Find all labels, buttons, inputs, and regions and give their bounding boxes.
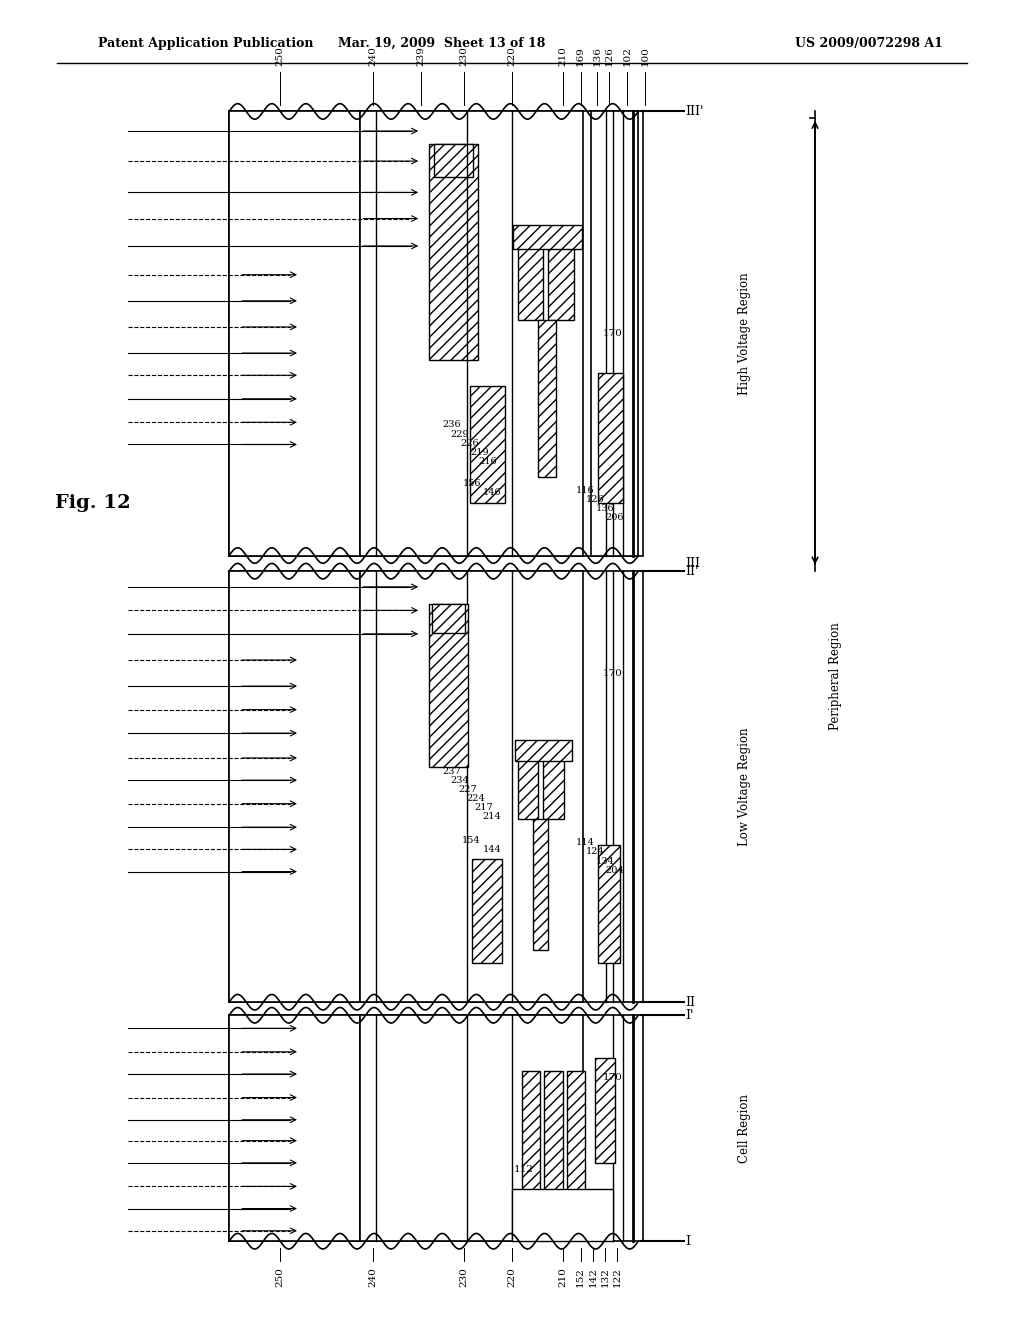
Text: 156: 156 <box>463 479 481 488</box>
Bar <box>544 754 563 820</box>
Text: II: II <box>686 995 695 1008</box>
Bar <box>229 572 360 1002</box>
Text: 169: 169 <box>577 46 585 66</box>
Text: 126: 126 <box>604 46 613 66</box>
Text: 230: 230 <box>459 46 468 66</box>
Text: 100: 100 <box>641 46 650 66</box>
Text: 170: 170 <box>603 1073 623 1082</box>
Text: 126: 126 <box>586 495 604 504</box>
Text: US 2009/0072298 A1: US 2009/0072298 A1 <box>795 37 943 50</box>
Text: 219: 219 <box>470 447 489 457</box>
Text: III': III' <box>686 104 705 117</box>
Text: 214: 214 <box>482 812 501 821</box>
Bar <box>429 144 477 359</box>
Text: 170: 170 <box>603 329 623 338</box>
Bar <box>360 111 583 556</box>
Bar <box>229 1015 360 1241</box>
Bar <box>229 572 643 1002</box>
Text: 217: 217 <box>474 803 494 812</box>
Text: 230: 230 <box>459 1267 468 1287</box>
Bar <box>522 1072 541 1203</box>
Text: 206: 206 <box>606 513 625 523</box>
Text: 216: 216 <box>478 457 497 466</box>
Text: 210: 210 <box>558 46 567 66</box>
Text: 170: 170 <box>603 668 623 677</box>
Bar <box>598 846 621 964</box>
Text: 220: 220 <box>508 1267 516 1287</box>
Text: Peripheral Region: Peripheral Region <box>828 623 842 730</box>
Text: II': II' <box>686 565 699 578</box>
Text: 144: 144 <box>482 845 501 854</box>
Text: 122: 122 <box>612 1267 622 1287</box>
Bar <box>515 739 571 760</box>
Bar <box>229 111 360 556</box>
Text: 124: 124 <box>586 847 604 857</box>
Bar <box>429 603 468 767</box>
Bar <box>360 1015 583 1241</box>
Text: 237: 237 <box>442 767 461 776</box>
Text: 142: 142 <box>589 1267 597 1287</box>
Bar <box>513 226 582 248</box>
Text: 224: 224 <box>466 793 485 803</box>
Text: 226: 226 <box>460 438 479 447</box>
Bar <box>512 1189 613 1241</box>
Bar <box>229 1015 643 1241</box>
Text: 154: 154 <box>462 836 481 845</box>
Bar <box>591 111 638 556</box>
Text: 112: 112 <box>514 1164 534 1173</box>
Text: 227: 227 <box>458 785 477 793</box>
Text: Patent Application Publication: Patent Application Publication <box>98 37 313 50</box>
Text: 240: 240 <box>368 46 377 66</box>
Text: 229: 229 <box>451 429 469 438</box>
Text: 234: 234 <box>451 776 469 784</box>
Text: 236: 236 <box>442 420 461 429</box>
Text: Low Voltage Region: Low Voltage Region <box>738 727 751 846</box>
Text: 210: 210 <box>558 1267 567 1287</box>
Text: Cell Region: Cell Region <box>738 1094 751 1163</box>
Text: III: III <box>686 557 700 570</box>
Bar <box>595 1059 615 1163</box>
Text: I': I' <box>686 1008 694 1022</box>
Text: 240: 240 <box>368 1267 377 1287</box>
Text: 102: 102 <box>623 46 632 66</box>
Text: High Voltage Region: High Voltage Region <box>738 272 751 395</box>
Bar <box>534 820 549 950</box>
Text: 239: 239 <box>417 46 426 66</box>
Text: Fig. 12: Fig. 12 <box>55 494 131 512</box>
Text: 220: 220 <box>508 46 516 66</box>
Text: 114: 114 <box>575 838 594 847</box>
Text: 136: 136 <box>596 504 614 513</box>
Text: Mar. 19, 2009  Sheet 13 of 18: Mar. 19, 2009 Sheet 13 of 18 <box>338 37 545 50</box>
Bar <box>229 111 643 556</box>
Bar <box>539 321 556 477</box>
Bar <box>432 603 465 632</box>
Text: 204: 204 <box>606 866 625 875</box>
Bar <box>434 144 473 177</box>
Bar <box>470 385 505 503</box>
Bar <box>360 572 583 1002</box>
Text: I: I <box>686 1234 691 1247</box>
Text: 116: 116 <box>575 486 594 495</box>
Bar <box>545 1072 562 1203</box>
Bar <box>518 242 544 321</box>
Bar <box>549 242 573 321</box>
Text: 146: 146 <box>482 488 501 498</box>
Text: 152: 152 <box>577 1267 585 1287</box>
Text: 134: 134 <box>596 857 614 866</box>
Text: 136: 136 <box>592 46 601 66</box>
Bar <box>518 754 539 820</box>
Bar <box>598 372 624 503</box>
Bar <box>472 858 502 964</box>
Bar <box>566 1072 585 1203</box>
Text: 250: 250 <box>275 46 285 66</box>
Text: 250: 250 <box>275 1267 285 1287</box>
Text: 132: 132 <box>600 1267 609 1287</box>
